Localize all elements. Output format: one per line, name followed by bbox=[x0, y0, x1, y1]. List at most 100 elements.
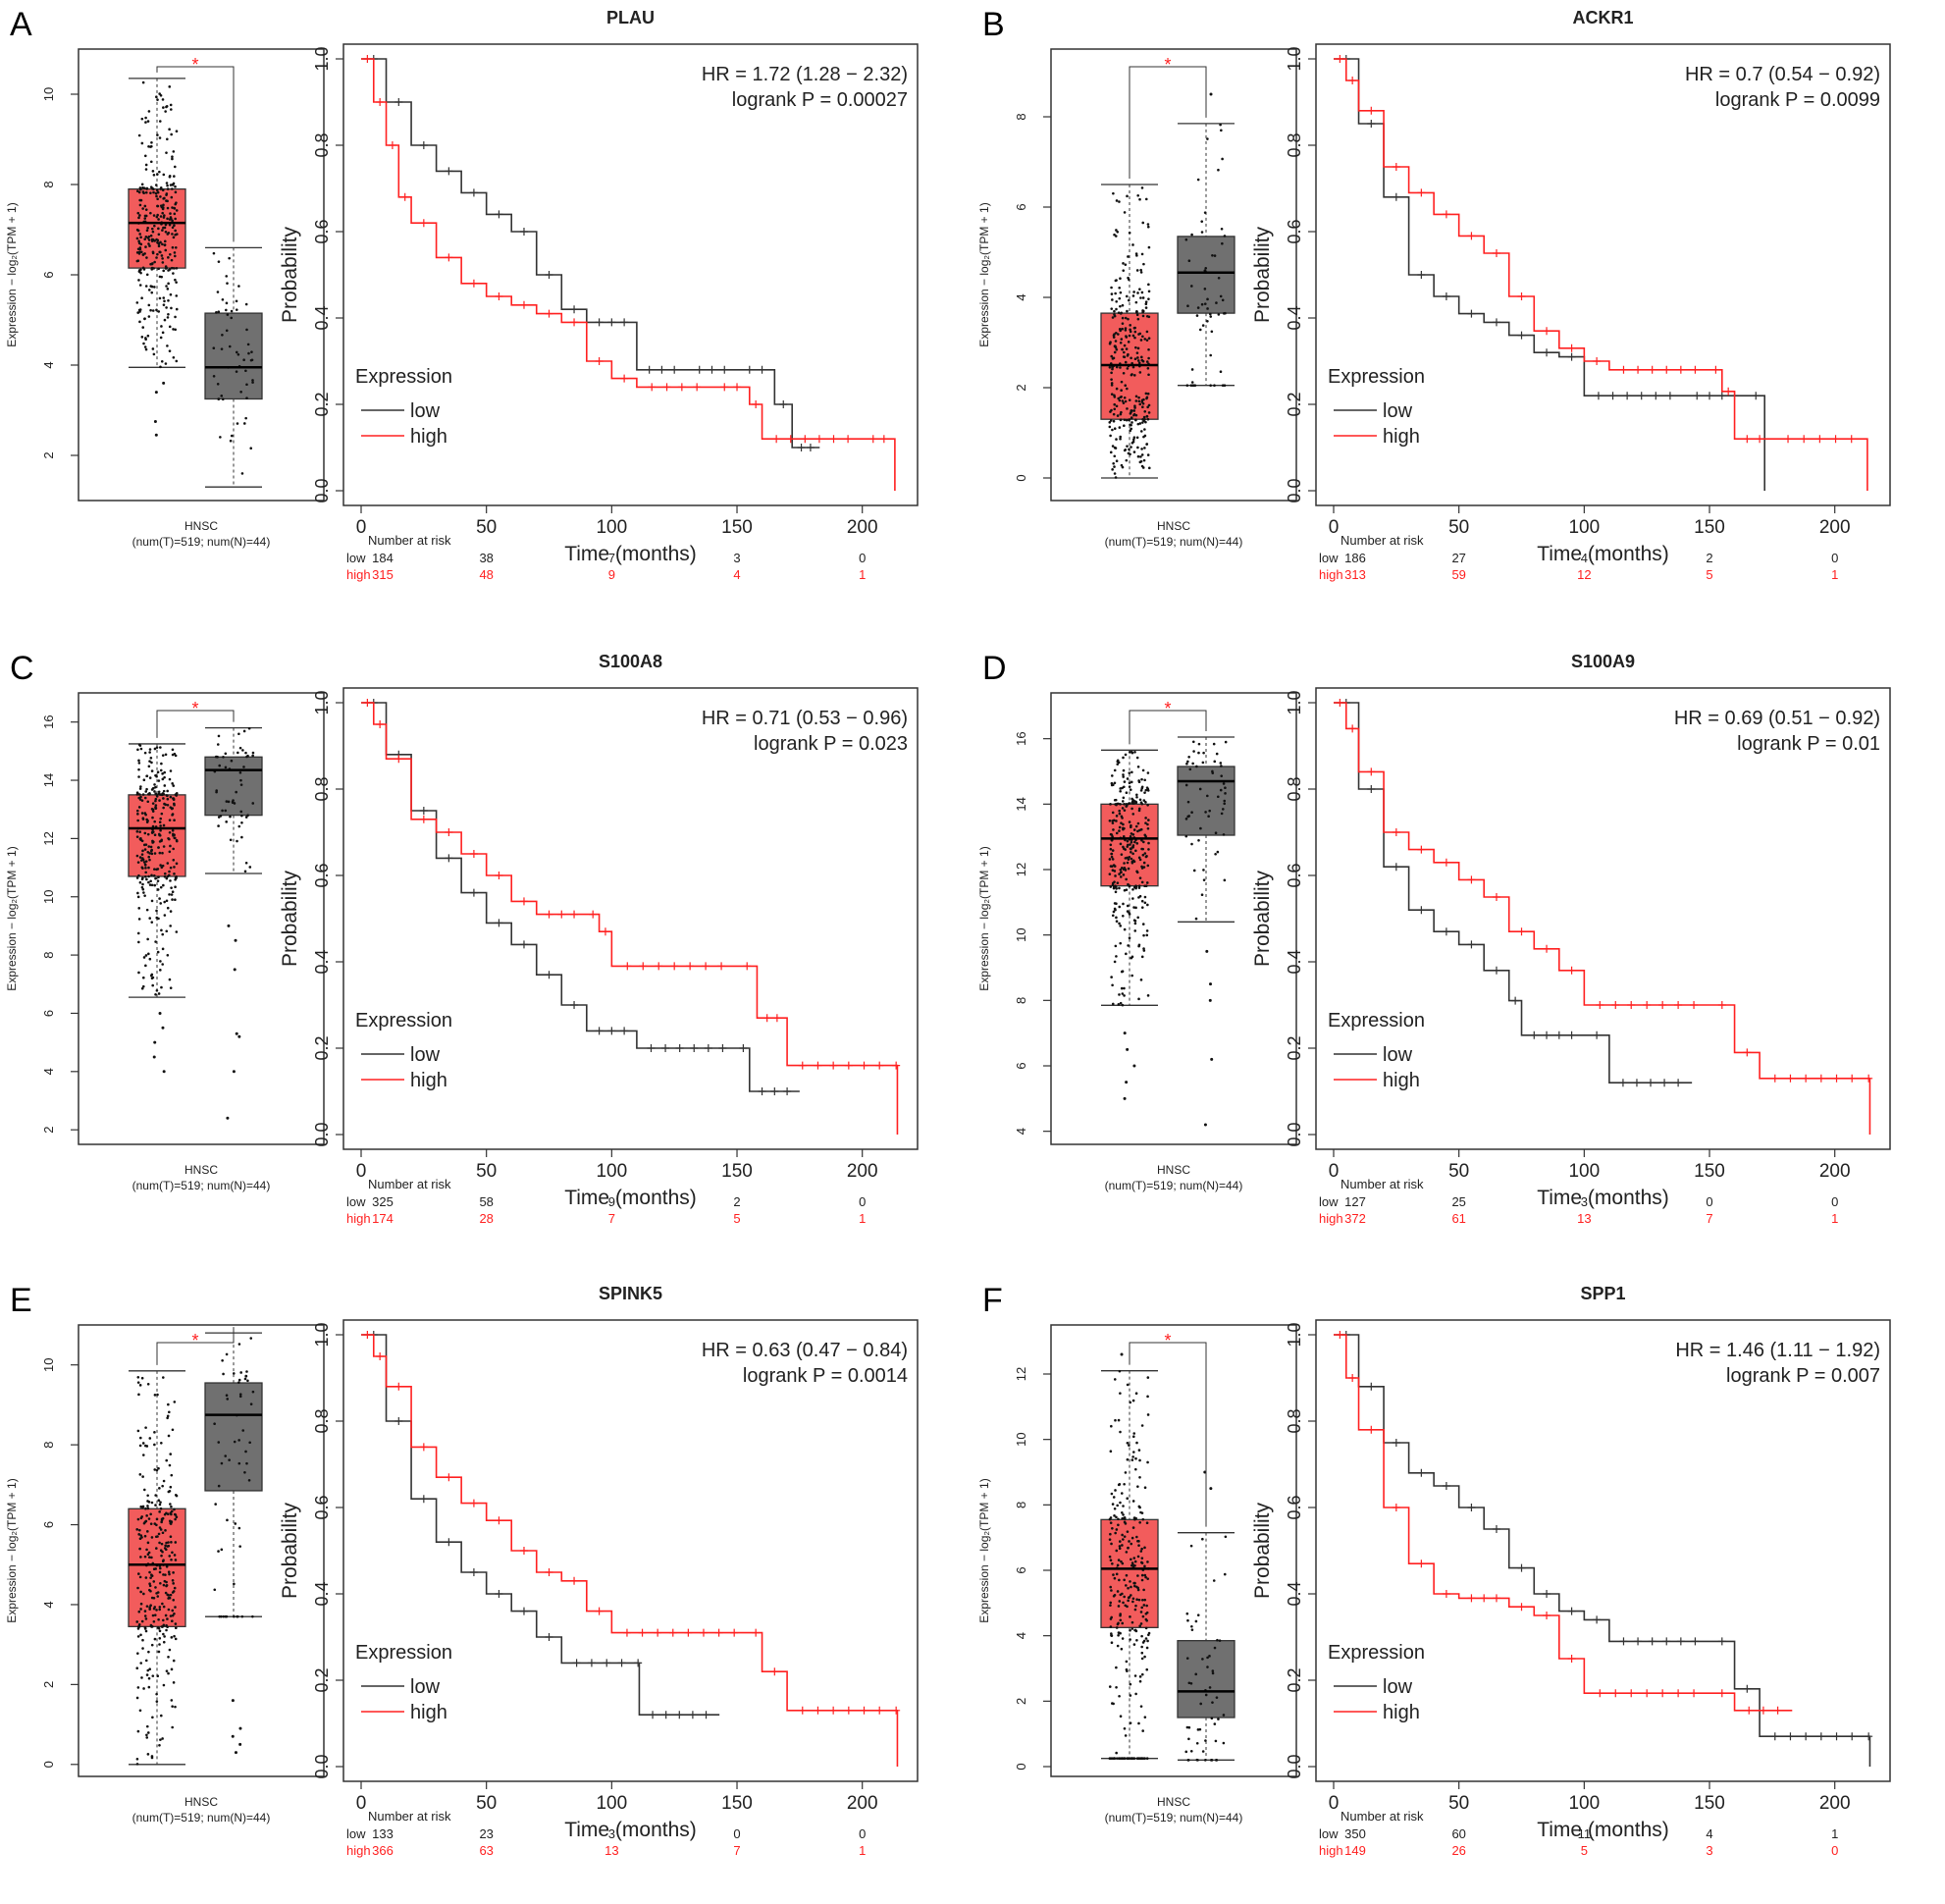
high-censor-mark bbox=[419, 219, 428, 228]
normal-data-point bbox=[1223, 1572, 1227, 1576]
tumor-data-point bbox=[1142, 1588, 1145, 1592]
tumor-data-point bbox=[1111, 914, 1115, 918]
risk-high-row-label: high bbox=[1319, 1843, 1343, 1858]
tumor-data-point bbox=[1136, 446, 1139, 450]
tumor-data-point bbox=[1118, 829, 1121, 832]
tumor-data-point bbox=[136, 1627, 140, 1630]
tumor-data-point bbox=[1111, 445, 1115, 448]
risk-low-value: 1 bbox=[1831, 1826, 1838, 1841]
tumor-data-point bbox=[156, 770, 160, 774]
panel-letter: E bbox=[10, 1282, 32, 1319]
tumor-data-point bbox=[170, 1541, 173, 1544]
high-censor-mark bbox=[623, 962, 632, 971]
tumor-data-point bbox=[1134, 906, 1137, 910]
low-censor-mark bbox=[1717, 392, 1726, 400]
y-tick-label: 6 bbox=[1014, 1566, 1028, 1573]
tumor-data-point bbox=[154, 785, 157, 789]
normal-data-point bbox=[1221, 384, 1225, 388]
tumor-data-point bbox=[150, 977, 154, 980]
x-tick-label: 100 bbox=[1568, 1793, 1600, 1814]
normal-outlier-point bbox=[237, 1034, 241, 1038]
tumor-data-point bbox=[1130, 860, 1134, 864]
tumor-data-point bbox=[1141, 1729, 1144, 1732]
tumor-data-point bbox=[1143, 1546, 1146, 1550]
tumor-data-point bbox=[1121, 992, 1125, 995]
high-censor-mark bbox=[1619, 365, 1628, 374]
tumor-data-point bbox=[141, 266, 145, 270]
tumor-data-point bbox=[174, 1541, 178, 1544]
tumor-data-point bbox=[1135, 871, 1139, 874]
tumor-data-point bbox=[138, 793, 141, 796]
normal-data-point bbox=[230, 434, 234, 438]
tumor-data-point bbox=[140, 336, 144, 339]
low-censor-mark bbox=[617, 1659, 626, 1667]
high-censor-mark bbox=[589, 910, 598, 919]
tumor-data-point bbox=[171, 1579, 175, 1582]
tumor-data-point bbox=[1115, 1751, 1118, 1755]
tumor-data-point bbox=[146, 937, 149, 941]
tumor-data-point bbox=[138, 233, 141, 236]
high-censor-mark bbox=[1802, 1074, 1811, 1083]
tumor-data-point bbox=[1145, 929, 1149, 932]
tumor-data-point bbox=[1123, 211, 1127, 214]
normal-data-point bbox=[245, 1461, 248, 1465]
tumor-data-point bbox=[1143, 1757, 1146, 1760]
tumor-data-point bbox=[171, 1428, 175, 1432]
tumor-data-point bbox=[1140, 355, 1143, 359]
tumor-data-point bbox=[152, 352, 156, 356]
tumor-data-point bbox=[160, 866, 164, 870]
tumor-data-point bbox=[138, 830, 141, 833]
low-censor-mark bbox=[1662, 1637, 1671, 1646]
high-censor-mark bbox=[1367, 106, 1376, 115]
normal-box bbox=[1177, 766, 1235, 836]
normal-data-point bbox=[235, 299, 238, 303]
low-censor-mark bbox=[587, 1659, 596, 1667]
normal-data-point bbox=[1206, 297, 1209, 301]
tumor-data-point bbox=[170, 886, 173, 889]
high-censor-mark bbox=[1662, 365, 1671, 374]
risk-high-value: 26 bbox=[1451, 1843, 1465, 1858]
tumor-data-point bbox=[1118, 809, 1121, 813]
low-censor-mark bbox=[708, 365, 716, 374]
normal-data-point bbox=[245, 328, 248, 332]
tumor-data-point bbox=[171, 187, 174, 190]
tumor-data-point bbox=[147, 952, 150, 956]
legend-low-label: low bbox=[1383, 1044, 1413, 1066]
tumor-data-point bbox=[1131, 1455, 1134, 1458]
tumor-data-point bbox=[164, 1544, 167, 1548]
tumor-data-point bbox=[156, 213, 159, 217]
tumor-data-point bbox=[1130, 373, 1133, 377]
tumor-data-point bbox=[1108, 820, 1112, 822]
risk-high-value: 63 bbox=[479, 1843, 493, 1858]
tumor-data-point bbox=[1143, 833, 1147, 837]
tumor-data-point bbox=[158, 1526, 162, 1529]
tumor-data-point bbox=[135, 829, 139, 833]
high-censor-mark bbox=[743, 962, 752, 971]
normal-data-point bbox=[1222, 833, 1226, 836]
high-censor-mark bbox=[762, 1014, 771, 1023]
tumor-data-point bbox=[1135, 793, 1138, 797]
high-censor-mark bbox=[419, 1443, 428, 1452]
tumor-data-point bbox=[1140, 838, 1143, 842]
risk-high-value: 28 bbox=[479, 1211, 493, 1226]
tumor-data-point bbox=[1121, 817, 1124, 820]
tumor-data-point bbox=[144, 285, 148, 288]
normal-data-point bbox=[244, 861, 248, 865]
tumor-data-point bbox=[161, 1737, 164, 1740]
panel-letter: C bbox=[10, 650, 34, 687]
risk-low-value: 0 bbox=[1831, 1194, 1838, 1209]
tumor-data-point bbox=[171, 807, 175, 810]
tumor-data-point bbox=[165, 1511, 168, 1515]
normal-data-point bbox=[225, 275, 229, 278]
tumor-data-point bbox=[171, 226, 175, 230]
tumor-data-point bbox=[170, 1520, 174, 1524]
normal-outlier-point bbox=[238, 1726, 242, 1730]
tumor-data-point bbox=[151, 824, 155, 828]
tumor-data-point bbox=[1130, 1542, 1133, 1546]
high-censor-mark bbox=[1567, 344, 1576, 352]
tumor-data-point bbox=[1122, 262, 1125, 265]
tumor-data-point bbox=[1133, 1628, 1137, 1632]
tumor-data-point bbox=[174, 1517, 177, 1521]
